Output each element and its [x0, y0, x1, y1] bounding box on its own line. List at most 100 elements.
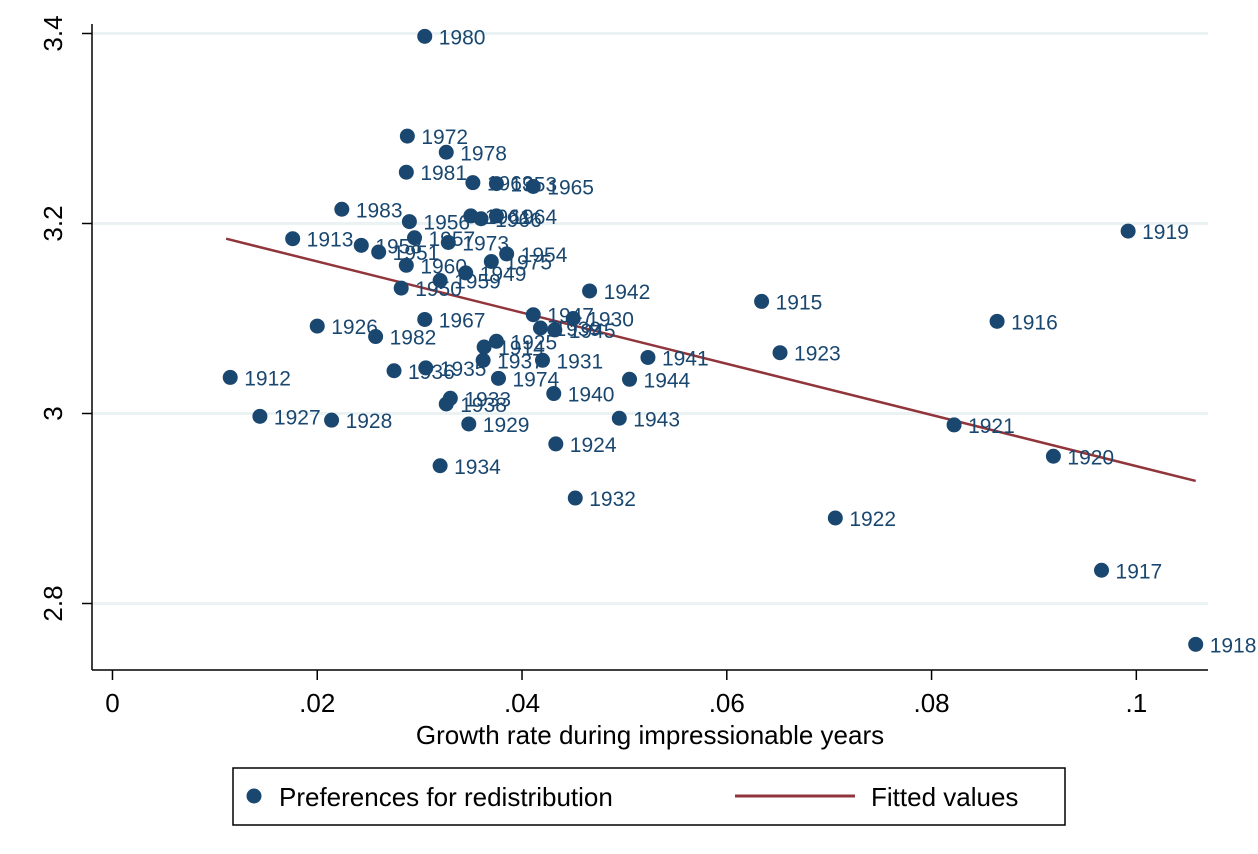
point-1927 [252, 408, 268, 424]
point-1934 [432, 458, 448, 474]
fitted-line-layer [225, 237, 1197, 483]
point-1959 [432, 273, 448, 288]
point-label-1918: 1918 [1210, 634, 1257, 657]
point-label-1975: 1975 [505, 252, 552, 275]
x-tick-label: .1 [1125, 688, 1147, 718]
point-label-1916: 1916 [1011, 311, 1058, 334]
point-1926 [309, 318, 325, 334]
point-label-1973: 1973 [462, 233, 509, 256]
point-1922 [827, 510, 843, 526]
point-label-1929: 1929 [483, 414, 530, 437]
point-1936 [386, 363, 402, 379]
point-1983 [334, 201, 350, 217]
legend-box [232, 767, 1066, 826]
legend-label-preferences: Preferences for redistribution [279, 782, 613, 812]
point-label-1921: 1921 [968, 415, 1015, 438]
point-label-1944: 1944 [644, 369, 691, 392]
point-label-1931: 1931 [556, 350, 603, 373]
y-tick-label: 3.2 [38, 205, 68, 241]
x-tick-label: .04 [504, 688, 540, 718]
point-label-1965: 1965 [547, 176, 594, 199]
y-tick-label: 3.4 [38, 15, 68, 51]
point-1929 [461, 416, 477, 432]
point-1925 [488, 333, 504, 349]
point-1917 [1094, 562, 1110, 578]
point-label-1978: 1978 [460, 142, 507, 165]
point-label-1940: 1940 [568, 384, 615, 407]
point-label-1960: 1960 [420, 255, 467, 278]
point-1935 [418, 360, 434, 376]
point-label-1925: 1925 [510, 331, 557, 354]
point-1921 [946, 417, 962, 433]
axes [91, 24, 1208, 671]
point-label-1914: 1914 [498, 337, 545, 360]
point-label-1917: 1917 [1116, 560, 1163, 583]
point-1928 [324, 412, 340, 428]
point-1953 [488, 176, 504, 192]
point-1937 [475, 352, 491, 368]
point-1966 [473, 211, 489, 227]
point-label-1982: 1982 [390, 327, 437, 350]
point-1982 [368, 329, 384, 345]
point-1972 [399, 128, 415, 144]
point-1981 [398, 164, 414, 180]
point-1973 [440, 235, 456, 250]
y-ticks: 2.8 3 3.2 3.4 [38, 15, 92, 622]
point-1923 [772, 345, 788, 361]
point-1930 [565, 311, 581, 326]
point-label-1967: 1967 [439, 309, 486, 332]
point-label-1941: 1941 [662, 347, 709, 370]
point-1924 [548, 436, 564, 452]
point-1967 [417, 311, 433, 327]
legend-label-fitted: Fitted values [871, 782, 1018, 812]
point-label-1928: 1928 [346, 410, 393, 433]
point-1956 [401, 214, 417, 230]
point-1932 [567, 490, 583, 506]
point-label-1924: 1924 [570, 434, 617, 457]
fitted-line [225, 237, 1197, 483]
x-tick-label: 0 [105, 688, 119, 718]
point-1965 [525, 178, 541, 194]
point-label-1949: 1949 [480, 263, 527, 286]
point-label-1930: 1930 [587, 309, 634, 332]
point-label-1933: 1933 [464, 388, 511, 411]
point-1943 [611, 410, 627, 426]
point-1913 [285, 231, 301, 247]
point-label-1923: 1923 [794, 343, 841, 366]
x-axis-title: Growth rate during impressionable years [416, 720, 884, 750]
point-1960 [398, 257, 414, 273]
point-label-1919: 1919 [1142, 221, 1189, 244]
point-label-1980: 1980 [439, 26, 486, 49]
point-label-1954: 1954 [521, 244, 568, 267]
y-tick-label: 3 [38, 406, 68, 420]
x-tick-label: .08 [913, 688, 949, 718]
point-1931 [534, 352, 550, 368]
point-label-1956: 1956 [423, 212, 470, 235]
point-1974 [490, 370, 506, 386]
point-label-1935: 1935 [440, 358, 487, 381]
y-tick-label: 2.8 [38, 585, 68, 621]
point-1944 [622, 371, 638, 387]
point-label-1972: 1972 [421, 126, 468, 149]
point-label-1966: 1966 [495, 209, 542, 232]
point-1912 [222, 369, 238, 385]
point-1964 [488, 208, 504, 224]
point-label-1934: 1934 [454, 456, 501, 479]
x-tick-label: .06 [709, 688, 745, 718]
legend: Preferences for redistribution Fitted va… [232, 767, 1066, 826]
point-1920 [1045, 448, 1061, 464]
point-label-1927: 1927 [274, 406, 321, 429]
point-1951 [371, 244, 387, 260]
point-label-1942: 1942 [604, 281, 651, 304]
points-layer: 1980197219781981196319531965198319131958… [222, 26, 1257, 657]
point-1954 [499, 246, 515, 262]
x-tick-label: .02 [299, 688, 335, 718]
point-1958 [353, 237, 369, 253]
gridlines [92, 32, 1208, 605]
point-1939 [532, 320, 548, 336]
point-label-1945: 1945 [569, 320, 616, 343]
point-1949 [458, 265, 474, 281]
point-label-1926: 1926 [331, 316, 378, 339]
